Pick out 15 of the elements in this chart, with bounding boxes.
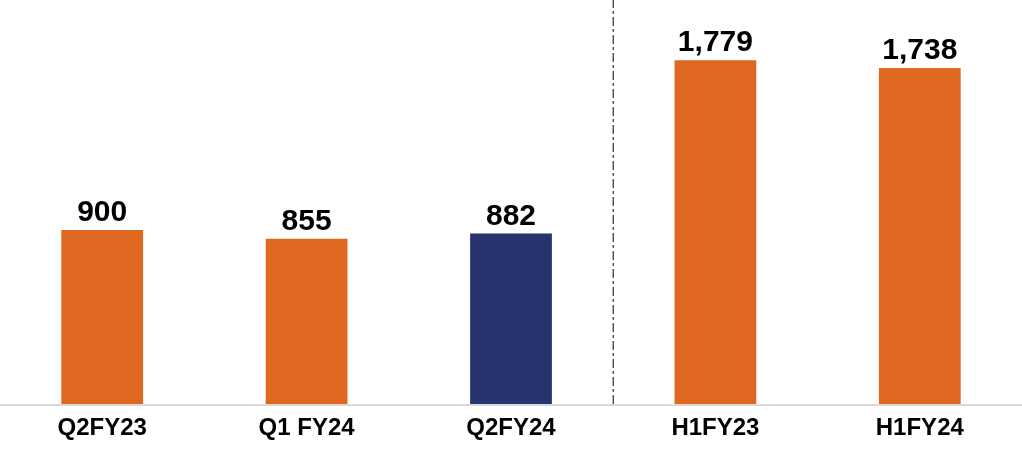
x-tick-label: Q2FY23 [57, 412, 147, 440]
bar [61, 230, 144, 404]
data-label: 1,779 [677, 24, 753, 58]
data-label: 855 [281, 202, 332, 236]
data-label: 882 [485, 197, 537, 231]
bar [674, 60, 757, 404]
x-tick-label: H1FY24 [875, 412, 965, 440]
bar [470, 233, 552, 404]
x-tick-label: Q1 FY24 [258, 412, 356, 440]
bar [265, 238, 348, 404]
x-tick-label: Q2FY24 [466, 412, 557, 440]
x-tick-label: H1FY23 [671, 412, 760, 440]
data-label: 900 [77, 194, 128, 228]
data-label: 1,738 [882, 32, 958, 66]
bar [878, 68, 961, 404]
